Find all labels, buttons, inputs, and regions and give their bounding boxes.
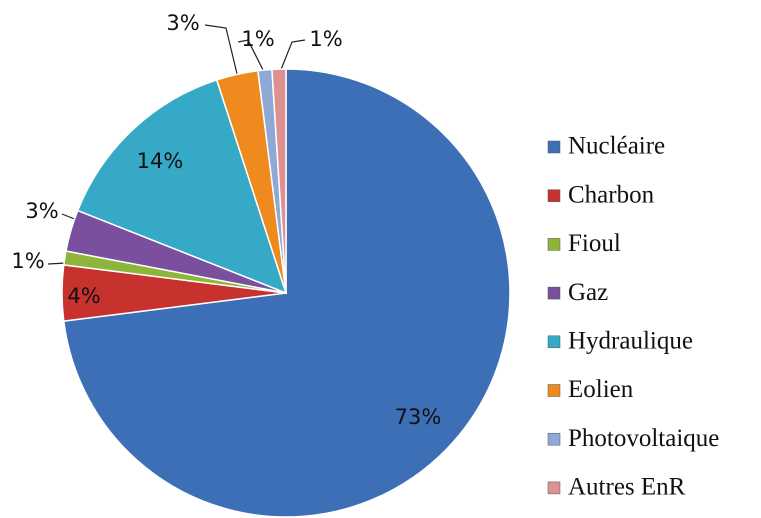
legend-swatch xyxy=(547,335,561,349)
value-label: 1% xyxy=(309,27,342,51)
legend-swatch xyxy=(547,481,561,495)
value-label: 3% xyxy=(166,11,199,35)
legend-swatch xyxy=(547,140,561,154)
legend-label: Fioul xyxy=(568,230,621,257)
leader-line xyxy=(237,39,266,75)
legend-swatch xyxy=(547,286,561,300)
legend-label: Nucléaire xyxy=(568,133,665,160)
leader-line xyxy=(204,24,239,79)
legend-swatch xyxy=(547,238,561,251)
value-label: 1% xyxy=(241,27,274,51)
legend-label: Charbon xyxy=(568,181,655,208)
legend-swatch xyxy=(547,189,561,202)
pie-slice xyxy=(62,68,511,518)
legend-swatch xyxy=(547,384,561,397)
legend-label: Autres EnR xyxy=(568,474,686,501)
legend-swatch xyxy=(547,432,561,446)
value-label: 1% xyxy=(11,249,44,273)
pie-slice xyxy=(271,68,287,294)
legend-label: Eolien xyxy=(568,376,634,403)
legend-label: Gaz xyxy=(568,279,608,306)
leader-line xyxy=(47,262,67,265)
value-label: 14% xyxy=(137,149,184,173)
value-label: 73% xyxy=(395,405,442,429)
value-label: 3% xyxy=(25,199,58,223)
leader-line xyxy=(279,39,306,73)
value-label: 4% xyxy=(67,284,100,308)
legend-label: Photovoltaique xyxy=(568,425,719,452)
legend-label: Hydraulique xyxy=(568,328,693,355)
leader-lines xyxy=(47,24,306,265)
